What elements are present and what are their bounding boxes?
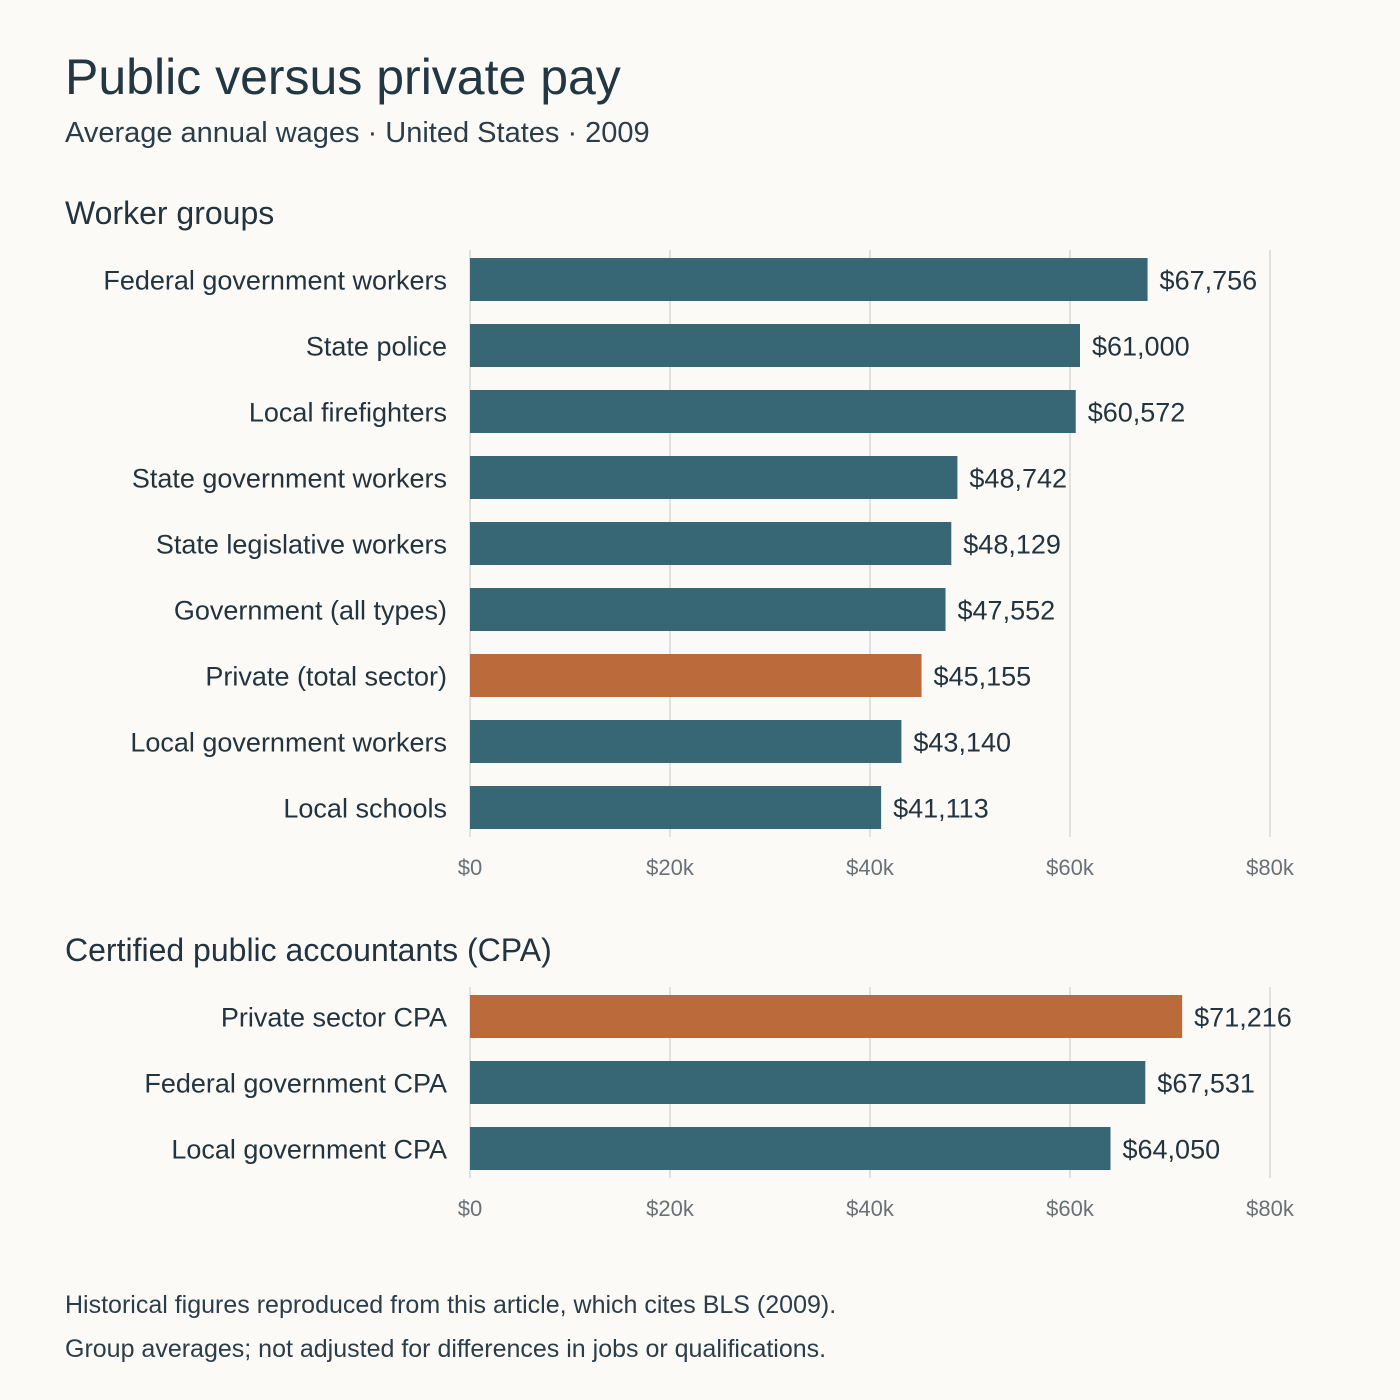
footnote-caveat: Group averages; not adjusted for differe… — [65, 1335, 826, 1363]
bar — [470, 654, 922, 697]
footnote-source: Historical figures reproduced from this … — [65, 1291, 836, 1319]
value-label: $61,000 — [1092, 332, 1190, 362]
bar — [470, 588, 946, 631]
x-tick-label: $60k — [1046, 1196, 1095, 1221]
value-label: $48,129 — [963, 530, 1061, 560]
category-label: State police — [306, 332, 447, 362]
x-tick-label: $40k — [846, 855, 895, 880]
bar — [470, 456, 958, 499]
value-label: $45,155 — [934, 662, 1032, 692]
x-tick-label: $20k — [646, 1196, 695, 1221]
bar — [470, 1061, 1146, 1104]
value-label: $67,756 — [1160, 266, 1258, 296]
x-tick-label: $60k — [1046, 855, 1095, 880]
x-tick-label: $80k — [1246, 855, 1295, 880]
category-label: Federal government workers — [103, 266, 447, 296]
section-title: Worker groups — [65, 195, 274, 231]
bar — [470, 720, 902, 763]
category-label: Private sector CPA — [221, 1003, 447, 1033]
value-label: $41,113 — [893, 794, 989, 824]
category-label: Local firefighters — [249, 398, 447, 428]
bar — [470, 1127, 1111, 1170]
category-label: Local government workers — [130, 728, 447, 758]
bar — [470, 390, 1076, 433]
category-label: Local government CPA — [171, 1135, 447, 1165]
worker-groups-panel: Worker groups $0 $20k $40k $60k $80k Federal g… — [65, 195, 1295, 880]
category-label: Private (total sector) — [205, 662, 447, 692]
chart-subtitle: Average annual wages · United States · 2… — [65, 117, 650, 149]
value-label: $43,140 — [913, 728, 1011, 758]
x-tick-label: $20k — [646, 855, 695, 880]
category-label: Government (all types) — [174, 596, 447, 626]
value-label: $64,050 — [1123, 1135, 1221, 1165]
x-tick-label: $40k — [846, 1196, 895, 1221]
category-label: Local schools — [283, 794, 447, 824]
value-label: $67,531 — [1157, 1069, 1255, 1099]
value-label: $71,216 — [1194, 1003, 1292, 1033]
category-label: State legislative workers — [156, 530, 447, 560]
bar — [470, 995, 1183, 1038]
x-tick-label: $0 — [458, 1196, 482, 1221]
bar — [470, 522, 952, 565]
category-label: State government workers — [132, 464, 447, 494]
value-label: $48,742 — [969, 464, 1067, 494]
bar — [470, 258, 1148, 301]
category-label: Federal government CPA — [144, 1069, 447, 1099]
bar — [470, 786, 882, 829]
section-title: Certified public accountants (CPA) — [65, 932, 552, 968]
bar — [470, 324, 1080, 367]
value-label: $47,552 — [958, 596, 1056, 626]
cpa-panel: Certified public accountants (CPA) $0 $20k… — [65, 932, 1295, 1221]
x-tick-label: $0 — [458, 855, 482, 880]
value-label: $60,572 — [1088, 398, 1186, 428]
x-tick-label: $80k — [1246, 1196, 1295, 1221]
chart-title: Public versus private pay — [65, 49, 621, 105]
